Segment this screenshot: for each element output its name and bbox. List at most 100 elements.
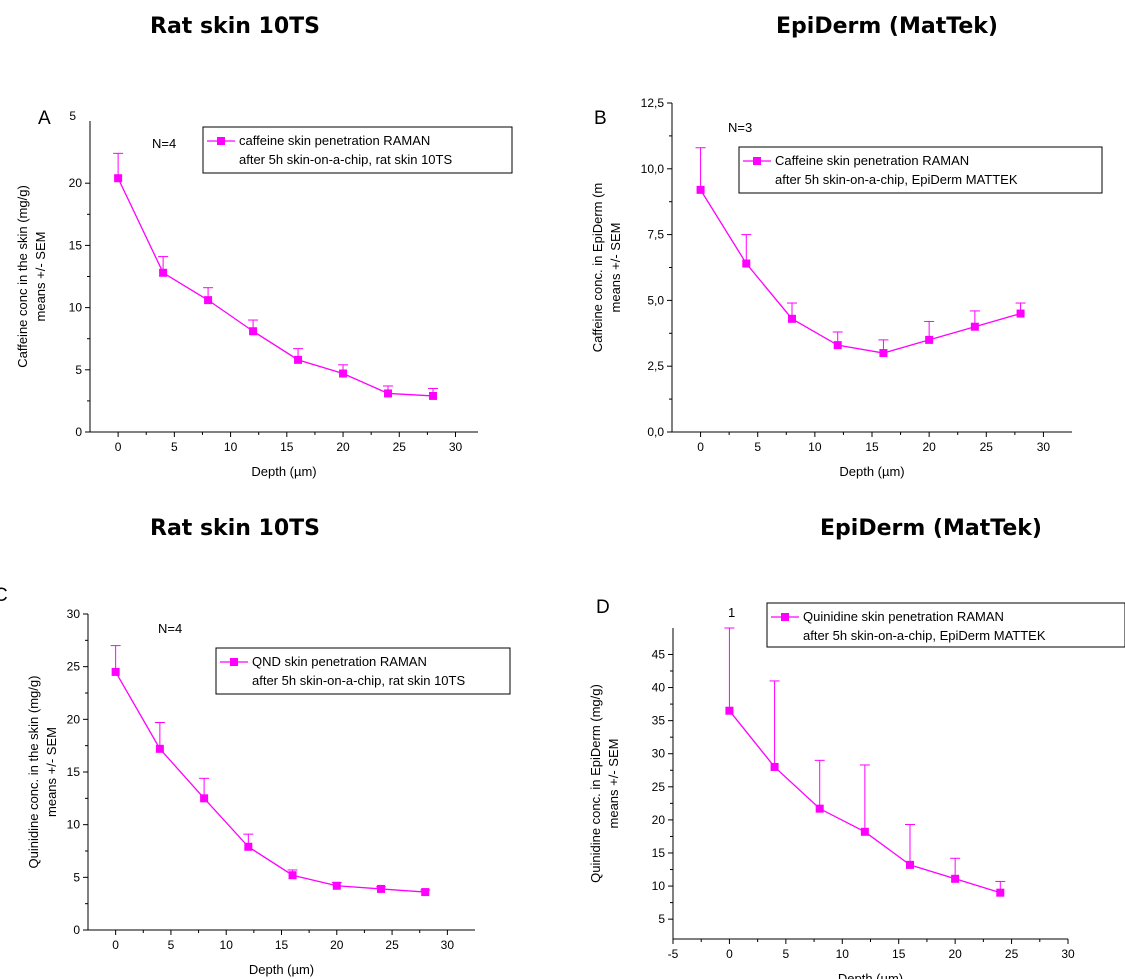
y-tick-label: 0 (73, 923, 80, 937)
data-point (339, 369, 348, 378)
y-axis-title: Caffeine conc. in EpiDerm (m (590, 183, 605, 353)
legend-label-line2: after 5h skin-on-a-chip, EpiDerm MATTEK (775, 172, 1018, 187)
legend-marker (230, 658, 238, 666)
y-tick-label-clipped: 5 (69, 109, 76, 123)
x-tick-label: 0 (112, 938, 119, 952)
data-point (332, 881, 341, 890)
x-tick-label: 15 (280, 440, 294, 454)
y-tick-label: 15 (67, 765, 81, 779)
y-tick-label: 25 (67, 660, 81, 674)
y-axis-subtitle: means +/- SEM (44, 727, 59, 817)
x-tick-label: 0 (115, 440, 122, 454)
panel-letter: C (0, 585, 8, 606)
data-point (879, 349, 888, 358)
y-tick-label: 5 (75, 363, 82, 377)
panel-letter: D (596, 597, 610, 618)
title-bottom-right: EpiDerm (MatTek) (820, 516, 1042, 541)
data-point (294, 355, 303, 364)
data-point (114, 174, 123, 183)
x-tick-label: 30 (449, 440, 463, 454)
y-tick-label: 0,0 (647, 425, 664, 439)
data-point (155, 744, 164, 753)
x-axis-title: Depth (µm) (249, 962, 314, 977)
legend-label-line1: QND skin penetration RAMAN (252, 654, 427, 669)
x-tick-label: 5 (171, 440, 178, 454)
x-tick-label: 5 (754, 440, 761, 454)
y-tick-label: 10 (69, 301, 83, 315)
y-tick-label: 15 (69, 238, 83, 252)
y-axis-subtitle: means +/- SEM (606, 739, 621, 829)
sample-size-annotation: N=4 (152, 136, 176, 151)
legend-marker (217, 137, 225, 145)
title-top-left: Rat skin 10TS (150, 14, 321, 39)
x-tick-label: 10 (224, 440, 238, 454)
x-axis-title: Depth (µm) (839, 464, 904, 479)
data-point (925, 335, 934, 344)
y-tick-label: 10 (67, 818, 81, 832)
data-point (249, 327, 258, 336)
legend-marker (753, 157, 761, 165)
data-point (725, 706, 734, 715)
sample-size-annotation: 1 (728, 605, 735, 620)
data-point (951, 874, 960, 883)
y-tick-label: 5 (73, 870, 80, 884)
y-tick-label: 45 (652, 647, 666, 661)
legend-label-line1: caffeine skin penetration RAMAN (239, 133, 430, 148)
y-tick-label: 15 (652, 846, 666, 860)
data-point (204, 296, 213, 305)
legend-box (738, 146, 1103, 194)
x-tick-label: 0 (726, 947, 733, 961)
data-point (377, 884, 386, 893)
x-tick-label: 20 (336, 440, 350, 454)
legend-label-line2: after 5h skin-on-a-chip, EpiDerm MATTEK (803, 628, 1046, 643)
data-point (244, 842, 253, 851)
series-line (700, 189, 1021, 354)
legend-marker (781, 613, 789, 621)
data-point (111, 667, 120, 676)
legend-box (766, 602, 1125, 648)
x-tick-label: 30 (441, 938, 455, 952)
legend-box (202, 126, 513, 174)
x-tick-label: 0 (697, 440, 704, 454)
data-point (788, 314, 796, 323)
x-tick-label: 25 (980, 440, 994, 454)
x-axis-title: Depth (µm) (251, 464, 316, 479)
x-tick-label: 25 (393, 440, 407, 454)
x-tick-label: 30 (1061, 947, 1075, 961)
y-tick-label: 12,5 (641, 96, 665, 110)
x-tick-label: 10 (808, 440, 822, 454)
y-tick-label: 5,0 (647, 293, 664, 307)
data-point (906, 860, 914, 869)
x-tick-label: 25 (1005, 947, 1019, 961)
legend-label-line1: Caffeine skin penetration RAMAN (775, 153, 969, 168)
data-point (288, 871, 297, 880)
data-point (429, 391, 438, 400)
x-tick-label: 10 (836, 947, 850, 961)
x-tick-label: -5 (668, 947, 679, 961)
y-tick-label: 2,5 (647, 359, 664, 373)
data-point (742, 259, 751, 268)
series-line (117, 177, 434, 397)
x-tick-label: 15 (865, 440, 879, 454)
y-tick-label: 20 (69, 176, 83, 190)
y-axis-title: Quinidine conc. in EpiDerm (mg/g) (588, 684, 603, 883)
panel-letter: A (38, 108, 51, 129)
legend-label-line2: after 5h skin-on-a-chip, rat skin 10TS (252, 673, 465, 688)
data-point (833, 341, 842, 350)
y-tick-label: 7,5 (647, 228, 664, 242)
x-tick-label: 20 (922, 440, 936, 454)
sample-size-annotation: N=4 (158, 621, 182, 636)
x-axis-title: Depth (µm) (838, 971, 903, 979)
x-tick-label: 30 (1037, 440, 1051, 454)
data-point (1016, 309, 1025, 318)
panel-letter: B (594, 108, 607, 129)
y-tick-label: 20 (67, 712, 81, 726)
x-tick-label: 5 (783, 947, 790, 961)
y-axis-title: Quinidine conc. in the skin (mg/g) (26, 676, 41, 869)
data-point (696, 185, 705, 194)
y-tick-label: 25 (652, 780, 666, 794)
x-tick-label: 20 (330, 938, 344, 952)
